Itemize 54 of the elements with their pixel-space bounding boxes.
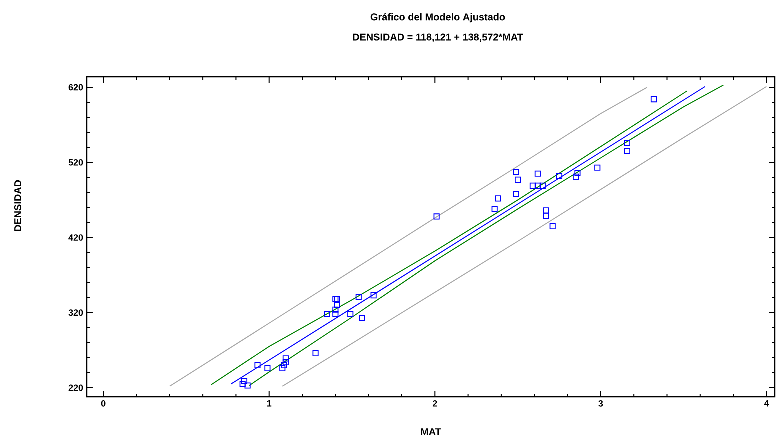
point <box>282 359 289 366</box>
point <box>244 382 251 389</box>
x-tick-label: 3 <box>598 400 604 407</box>
point <box>515 176 522 183</box>
point <box>434 214 440 220</box>
point <box>534 170 541 177</box>
point <box>513 169 520 176</box>
chart-title: Gráfico del Modelo Ajustado <box>370 13 506 23</box>
point <box>332 306 339 313</box>
x-tick-label: 0 <box>101 400 106 407</box>
y-tick-label: 320 <box>68 310 84 316</box>
point <box>356 294 362 300</box>
point <box>573 174 580 180</box>
point <box>241 378 248 384</box>
point <box>348 311 354 318</box>
point <box>324 311 330 318</box>
line-series <box>169 87 648 387</box>
point <box>254 362 261 368</box>
point <box>359 315 366 322</box>
point <box>543 208 550 214</box>
point <box>334 302 340 308</box>
point <box>540 182 546 189</box>
x-axis-title: MAT <box>421 428 442 436</box>
point <box>594 164 601 171</box>
point <box>495 196 502 202</box>
point <box>312 350 319 356</box>
chart-subtitle: DENSIDAD = 118,121 + 138,572*MAT <box>353 34 524 42</box>
point <box>370 292 377 299</box>
point <box>556 173 563 180</box>
y-axis-title: DENSIDAD <box>14 180 22 232</box>
point <box>624 148 630 154</box>
point <box>240 381 246 388</box>
point <box>543 212 550 219</box>
point <box>574 170 581 176</box>
point <box>530 182 536 189</box>
point <box>282 356 289 362</box>
point <box>280 365 286 372</box>
point <box>281 362 288 368</box>
x-tick-label: 1 <box>267 400 272 407</box>
point <box>550 223 556 230</box>
y-tick-label: 620 <box>68 84 84 91</box>
point <box>534 182 541 189</box>
point <box>264 365 271 372</box>
x-tick-label: 2 <box>432 400 438 407</box>
point <box>650 96 658 103</box>
point <box>513 191 520 198</box>
y-tick-label: 220 <box>68 384 84 392</box>
y-tick-label: 520 <box>68 159 84 166</box>
point <box>624 140 630 146</box>
y-tick-label: 420 <box>68 234 84 241</box>
x-tick-label: 4 <box>764 400 770 407</box>
point <box>492 206 498 212</box>
point <box>332 311 339 318</box>
line-series <box>282 86 768 387</box>
